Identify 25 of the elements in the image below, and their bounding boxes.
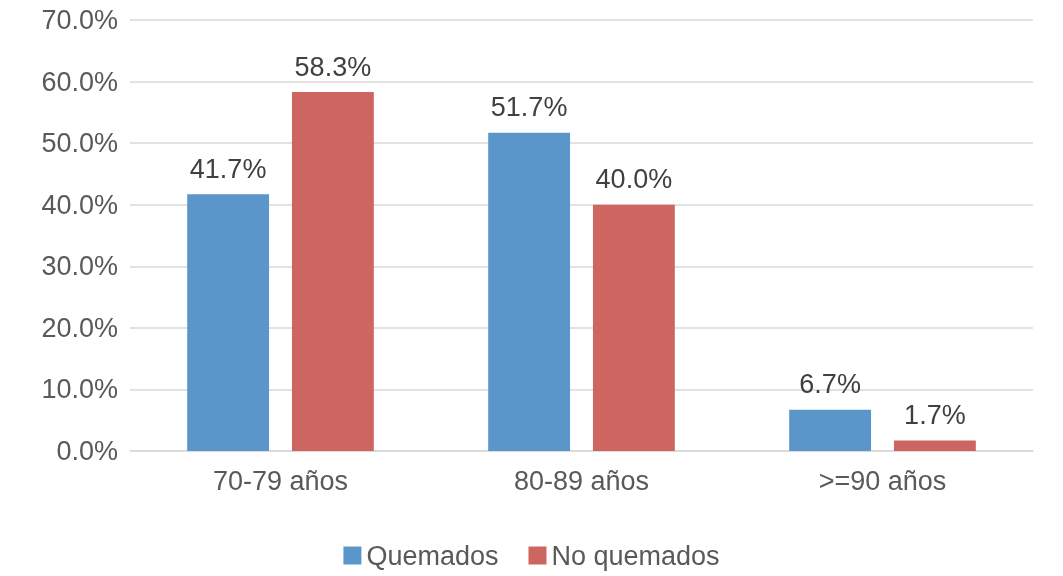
bar <box>291 92 374 451</box>
bar <box>187 194 270 451</box>
y-tick-label: 20.0% <box>41 312 118 343</box>
bar <box>488 132 571 451</box>
y-tick-label: 70.0% <box>41 5 118 35</box>
y-tick-label: 10.0% <box>41 374 118 405</box>
bar <box>789 409 872 451</box>
data-label: 6.7% <box>799 369 861 400</box>
y-tick-label: 0.0% <box>56 436 118 466</box>
data-label: 51.7% <box>490 92 568 123</box>
legend-label: Quemados <box>366 540 499 571</box>
bar <box>893 440 976 451</box>
x-tick-label: >=90 años <box>818 465 947 496</box>
x-tick-label: 80-89 años <box>513 465 650 496</box>
y-tick-label: 30.0% <box>41 251 118 282</box>
bar <box>592 204 675 451</box>
x-tick-label: 70-79 años <box>212 465 349 496</box>
legend-label: No quemados <box>551 540 720 571</box>
data-label: 41.7% <box>189 153 267 184</box>
data-label: 40.0% <box>595 164 673 195</box>
data-label: 1.7% <box>904 400 966 431</box>
y-tick-label: 40.0% <box>41 189 118 220</box>
y-tick-label: 50.0% <box>41 128 118 159</box>
y-tick-label: 60.0% <box>41 66 118 97</box>
data-label: 58.3% <box>294 51 372 82</box>
